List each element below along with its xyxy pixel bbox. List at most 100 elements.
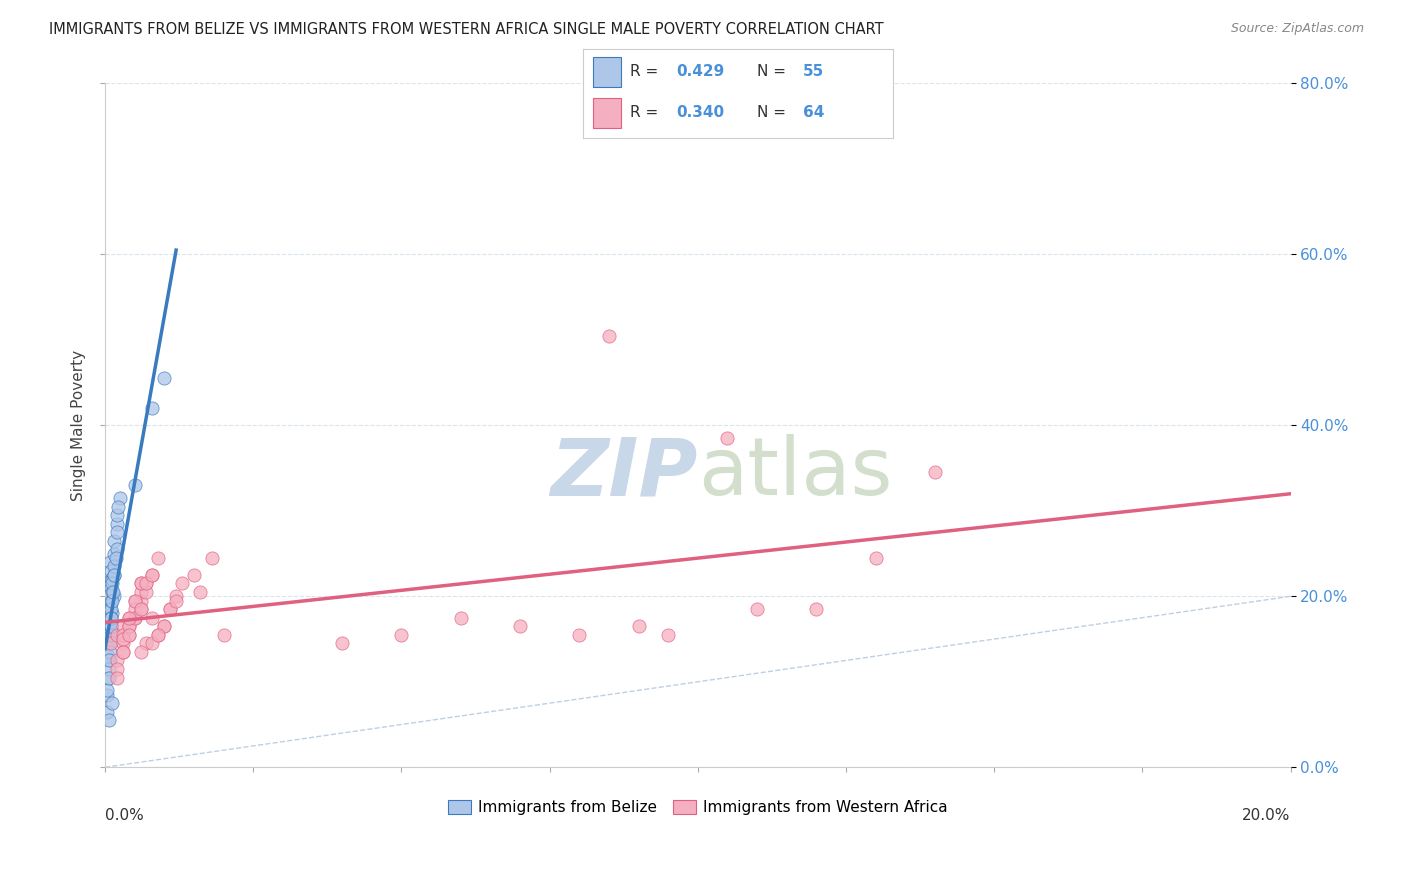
Point	[98, 671, 121, 685]
Text: 0.340: 0.340	[676, 105, 724, 120]
Point	[745, 602, 768, 616]
Point	[118, 619, 141, 633]
Point	[159, 602, 181, 616]
Point	[98, 653, 121, 667]
Point	[96, 688, 118, 702]
Point	[129, 602, 152, 616]
Point	[141, 568, 163, 582]
Point	[100, 628, 122, 642]
Point	[212, 628, 235, 642]
Point	[111, 632, 134, 646]
Point	[104, 550, 127, 565]
Point	[159, 602, 181, 616]
Point	[124, 610, 146, 624]
Point	[98, 636, 121, 650]
Point	[165, 590, 187, 604]
Point	[135, 576, 157, 591]
Point	[108, 491, 131, 505]
Point	[330, 636, 353, 650]
Point	[141, 401, 163, 416]
Point	[98, 662, 121, 676]
Point	[129, 576, 152, 591]
Point	[100, 619, 122, 633]
Point	[105, 628, 128, 642]
Point	[103, 547, 125, 561]
Point	[716, 431, 738, 445]
Point	[450, 610, 472, 624]
Point	[153, 371, 176, 385]
Point	[100, 624, 122, 638]
Text: R =: R =	[630, 64, 664, 79]
Point	[105, 662, 128, 676]
Point	[105, 525, 128, 540]
Point	[924, 466, 946, 480]
Point	[101, 607, 124, 621]
Point	[129, 645, 152, 659]
Point	[107, 500, 129, 514]
Point	[509, 619, 531, 633]
Point	[118, 610, 141, 624]
Point	[97, 628, 120, 642]
Point	[105, 508, 128, 522]
Point	[183, 568, 205, 582]
Point	[100, 628, 122, 642]
Point	[105, 542, 128, 557]
Bar	[593, 57, 620, 87]
Point	[100, 581, 122, 595]
Point	[141, 610, 163, 624]
Point	[101, 593, 124, 607]
Point	[129, 602, 152, 616]
Point	[111, 645, 134, 659]
Bar	[593, 98, 620, 128]
Point	[135, 576, 157, 591]
Point	[170, 576, 193, 591]
Point	[96, 705, 118, 719]
Point	[105, 653, 128, 667]
Point	[97, 713, 120, 727]
Point	[118, 628, 141, 642]
Point	[135, 636, 157, 650]
Point	[100, 610, 122, 624]
Point	[806, 602, 828, 616]
Text: atlas: atlas	[697, 434, 893, 512]
Point	[111, 628, 134, 642]
Point	[118, 610, 141, 624]
Point	[101, 585, 124, 599]
Point	[135, 585, 157, 599]
Point	[129, 585, 152, 599]
Point	[100, 619, 122, 633]
Text: 64: 64	[803, 105, 824, 120]
Point	[865, 550, 887, 565]
Point	[100, 619, 122, 633]
Point	[153, 619, 176, 633]
Point	[598, 328, 620, 343]
Point	[105, 516, 128, 531]
Point	[101, 572, 124, 586]
Point	[98, 602, 121, 616]
Point	[627, 619, 650, 633]
Point	[124, 593, 146, 607]
Point	[568, 628, 591, 642]
Point	[100, 572, 122, 586]
Y-axis label: Single Male Poverty: Single Male Poverty	[72, 350, 86, 501]
Text: 20.0%: 20.0%	[1243, 808, 1291, 823]
Point	[100, 615, 122, 629]
Point	[148, 550, 170, 565]
Point	[96, 683, 118, 698]
Point	[103, 559, 125, 574]
Point	[100, 593, 122, 607]
Point	[100, 602, 122, 616]
Point	[657, 628, 679, 642]
Point	[97, 649, 120, 664]
Point	[141, 636, 163, 650]
Point	[97, 671, 120, 685]
Point	[111, 619, 134, 633]
Point	[98, 555, 121, 569]
Point	[124, 602, 146, 616]
Point	[98, 598, 121, 612]
Point	[100, 636, 122, 650]
Point	[129, 576, 152, 591]
Text: 0.0%: 0.0%	[105, 808, 143, 823]
Point	[101, 696, 124, 710]
Point	[389, 628, 412, 642]
